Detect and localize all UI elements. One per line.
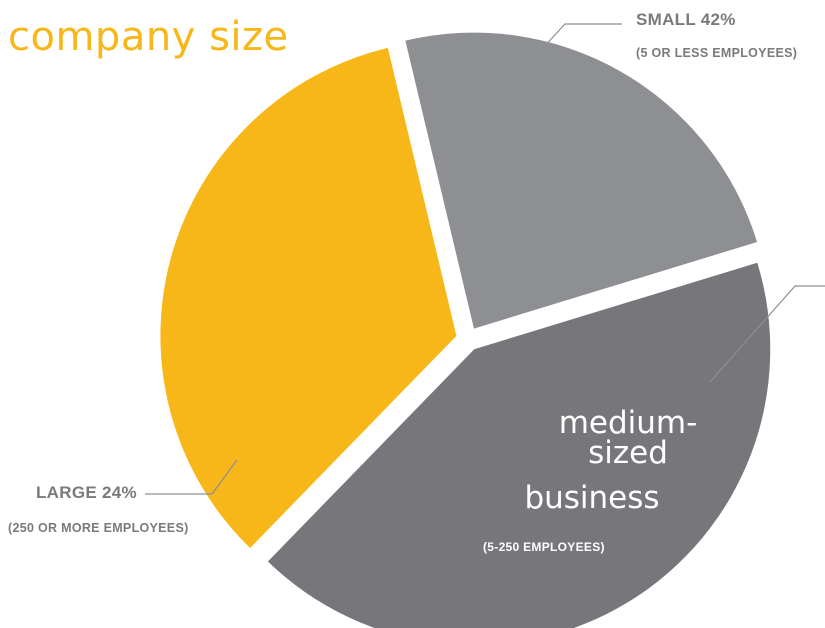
medium-slice-label-line1: medium- — [558, 405, 698, 441]
large-slice-sublabel: (250 OR MORE EMPLOYEES) — [8, 521, 189, 535]
medium-slice-label-line2: sized — [588, 435, 668, 471]
large-leader-line — [145, 459, 238, 495]
medium-slice-sublabel: (5-250 EMPLOYEES) — [483, 540, 605, 554]
pie-slice-large — [405, 32, 758, 329]
leader-lines — [145, 23, 825, 495]
pie-slice-small — [267, 262, 771, 628]
medium-leader-line — [709, 285, 825, 383]
pie-slices — [160, 32, 771, 628]
small-slice-label: SMALL 42% — [636, 10, 736, 29]
chart-title: company size — [8, 14, 289, 60]
pie-slice-medium — [160, 47, 457, 549]
large-slice-label: LARGE 24% — [36, 483, 137, 502]
small-slice-sublabel: (5 OR LESS EMPLOYEES) — [636, 46, 798, 60]
medium-slice-label-line3: business — [524, 480, 660, 516]
small-leader-line — [529, 23, 622, 63]
